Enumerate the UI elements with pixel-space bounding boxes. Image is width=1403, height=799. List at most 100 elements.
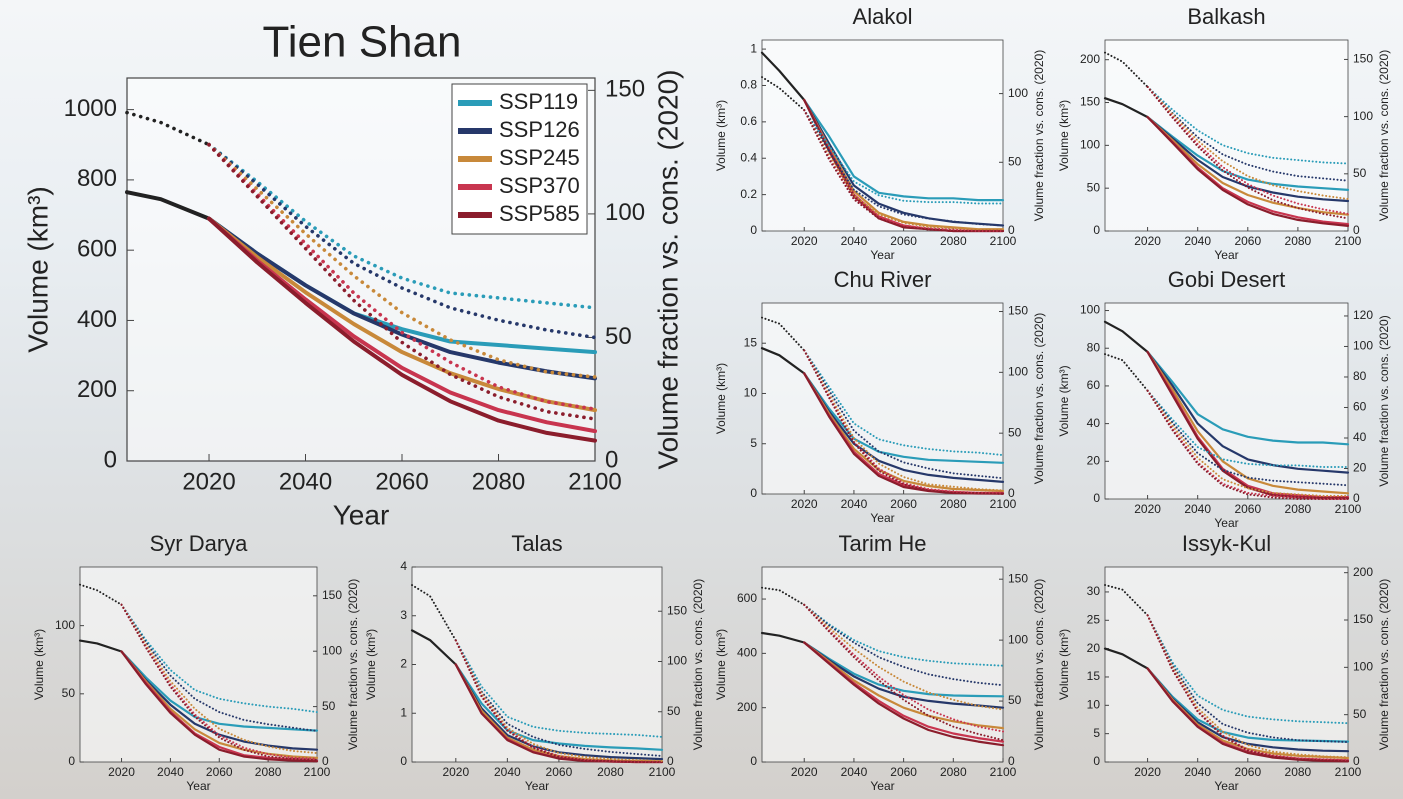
legend-label: SSP119 [499,89,578,114]
y-tick-label: 20 [1087,641,1101,655]
y2-axis-label: Volume fraction vs. cons. (2020) [1377,50,1391,221]
x-tick-label: 2100 [1335,502,1362,516]
y2-tick-label: 20 [1353,461,1367,475]
y2-tick-label: 100 [1008,632,1028,646]
x-tick-label: 2060 [890,234,917,248]
y-tick-label: 30 [1087,584,1101,598]
y-tick-label: 200 [737,700,757,714]
y-tick-label: 1 [400,705,407,719]
chart-panel: Gobi Desert02040608010002040608010012020… [1057,267,1391,530]
y-tick-label: 400 [77,306,117,333]
y2-tick-label: 150 [1008,304,1028,318]
y2-tick-label: 40 [1353,430,1367,444]
x-tick-label: 2080 [472,468,525,495]
y-tick-label: 0 [400,754,407,768]
x-tick-label: 2100 [990,497,1017,511]
x-tick-label: 2100 [568,468,621,495]
y-axis-label: Volume (km³) [22,186,53,352]
x-tick-label: 2020 [791,497,818,511]
chart-title: Gobi Desert [1168,267,1285,292]
y-tick-label: 200 [77,376,117,403]
y-tick-label: 3 [400,608,407,622]
y2-axis-label: Volume fraction vs. cons. (2020) [652,70,683,470]
y-axis-label: Volume (km³) [714,363,728,434]
x-axis-label: Year [1214,516,1238,530]
chart-title: Alakol [853,4,913,29]
x-axis-label: Year [870,511,894,525]
y-tick-label: 4 [400,559,407,573]
y-tick-label: 15 [1087,669,1101,683]
x-tick-label: 2080 [597,765,624,779]
y-tick-label: 0 [750,223,757,237]
y-tick-label: 50 [62,686,76,700]
legend: SSP119SSP126SSP245SSP370SSP585 [452,84,587,234]
y-axis-label: Volume (km³) [364,629,378,700]
y-tick-label: 40 [1087,416,1101,430]
x-tick-label: 2040 [841,497,868,511]
y-tick-label: 1 [750,41,757,55]
x-tick-label: 2060 [1234,502,1261,516]
chart-title: Talas [511,531,562,556]
y-tick-label: 0 [104,446,117,473]
x-axis-label: Year [1214,779,1238,793]
y-tick-label: 15 [744,335,758,349]
x-tick-label: 2060 [890,497,917,511]
y-tick-label: 0.6 [740,114,757,128]
y2-axis-label: Volume fraction vs. cons. (2020) [1377,315,1391,486]
x-axis-label: Year [870,779,894,793]
chart-panel: Issyk-Kul0510152025300501001502002020204… [1057,531,1391,793]
y-tick-label: 100 [1080,303,1100,317]
x-tick-label: 2060 [890,765,917,779]
y-axis-label: Volume (km³) [1057,629,1071,700]
x-tick-label: 2020 [182,468,235,495]
y-tick-label: 400 [737,646,757,660]
y-tick-label: 80 [1087,340,1101,354]
chart-title: Balkash [1187,4,1265,29]
y2-tick-label: 150 [605,76,645,103]
y2-tick-label: 150 [1353,612,1373,626]
y2-tick-label: 50 [605,323,632,350]
y2-tick-label: 150 [322,588,342,602]
y-tick-label: 0.2 [740,187,757,201]
x-tick-label: 2080 [940,234,967,248]
y-tick-label: 800 [77,165,117,192]
y-tick-label: 25 [1087,612,1101,626]
x-tick-label: 2080 [255,765,282,779]
x-tick-label: 2040 [1184,234,1211,248]
y-tick-label: 0 [1093,754,1100,768]
x-tick-label: 2060 [206,765,233,779]
y-tick-label: 50 [1087,180,1101,194]
chart-panel: Alakol00.20.40.60.8105010020202040206020… [714,4,1046,262]
y2-tick-label: 80 [1353,369,1367,383]
y-tick-label: 10 [1087,697,1101,711]
y-tick-label: 600 [737,591,757,605]
y-tick-label: 10 [744,386,758,400]
x-tick-label: 2060 [1234,234,1261,248]
x-tick-label: 2020 [1134,502,1161,516]
x-tick-label: 2100 [990,234,1017,248]
legend-label: SSP245 [499,145,580,170]
chart-title: Issyk-Kul [1182,531,1271,556]
y2-tick-label: 100 [322,643,342,657]
x-tick-label: 2040 [279,468,332,495]
legend-label: SSP126 [499,117,580,142]
y-tick-label: 100 [1080,138,1100,152]
y2-tick-label: 60 [1353,400,1367,414]
y-tick-label: 2 [400,657,407,671]
x-tick-label: 2060 [375,468,428,495]
x-tick-label: 2020 [442,765,469,779]
y2-axis-label: Volume fraction vs. cons. (2020) [1032,50,1046,221]
x-tick-label: 2080 [1285,765,1312,779]
y-tick-label: 0 [1093,491,1100,505]
y2-tick-label: 100 [1353,109,1373,123]
plot-area [762,567,1003,762]
y2-axis-label: Volume fraction vs. cons. (2020) [1032,579,1046,750]
y-axis-label: Volume (km³) [1057,365,1071,436]
y2-tick-label: 50 [1008,425,1022,439]
y-axis-label: Volume (km³) [1057,100,1071,171]
y2-tick-label: 50 [667,704,681,718]
x-tick-label: 2100 [304,765,331,779]
y2-tick-label: 50 [1353,166,1367,180]
y-axis-label: Volume (km³) [32,629,46,700]
legend-label: SSP585 [499,201,580,226]
